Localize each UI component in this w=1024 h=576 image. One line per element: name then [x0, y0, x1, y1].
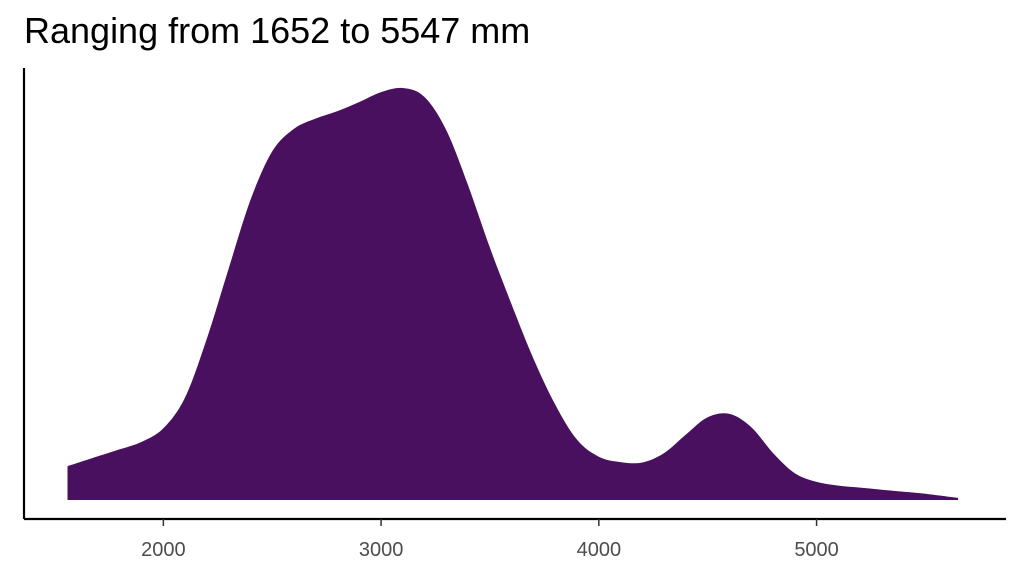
density-area	[67, 87, 959, 500]
x-tick-label: 3000	[359, 539, 404, 561]
chart-title: Ranging from 1652 to 5547 mm	[24, 10, 531, 51]
x-tick-label: 4000	[577, 539, 622, 561]
x-tick-label: 2000	[141, 539, 186, 561]
x-axis-ticks: 2000 3000 4000 5000	[141, 519, 839, 561]
x-tick-label: 5000	[794, 539, 839, 561]
